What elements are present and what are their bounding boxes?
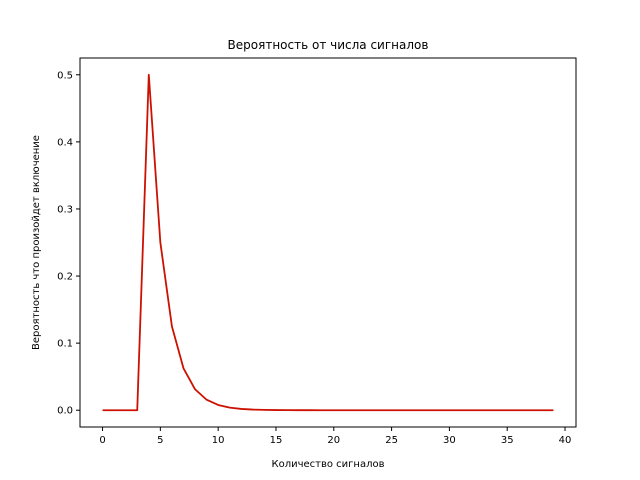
x-axis: 0 5 10 15 20 25 30 35 40	[99, 427, 571, 446]
x-tick-label: 30	[443, 435, 456, 446]
y-tick-label: 0.0	[57, 406, 73, 417]
plot-area	[102, 73, 554, 412]
y-tick-label: 0.3	[57, 204, 73, 215]
x-axis-label: Количество сигналов	[271, 459, 384, 470]
x-tick-label: 10	[212, 435, 225, 446]
series-line-0	[102, 73, 554, 412]
y-tick-label: 0.4	[57, 137, 73, 148]
y-tick-label: 0.5	[57, 70, 73, 81]
y-axis-label: Вероятность что произойдет включение	[31, 135, 42, 350]
x-tick-label: 20	[327, 435, 340, 446]
x-tick-label: 25	[385, 435, 398, 446]
y-tick-label: 0.2	[57, 272, 73, 283]
y-tick-label: 0.1	[57, 339, 73, 350]
chart-title: Вероятность от числа сигналов	[228, 38, 429, 52]
plot-frame	[79, 57, 577, 428]
x-tick-label: 35	[501, 435, 514, 446]
y-axis: 0.0 0.1 0.2 0.3 0.4 0.5	[57, 70, 80, 417]
x-tick-label: 0	[99, 435, 105, 446]
x-tick-label: 15	[270, 435, 283, 446]
x-tick-label: 5	[157, 435, 163, 446]
x-tick-label: 40	[559, 435, 572, 446]
